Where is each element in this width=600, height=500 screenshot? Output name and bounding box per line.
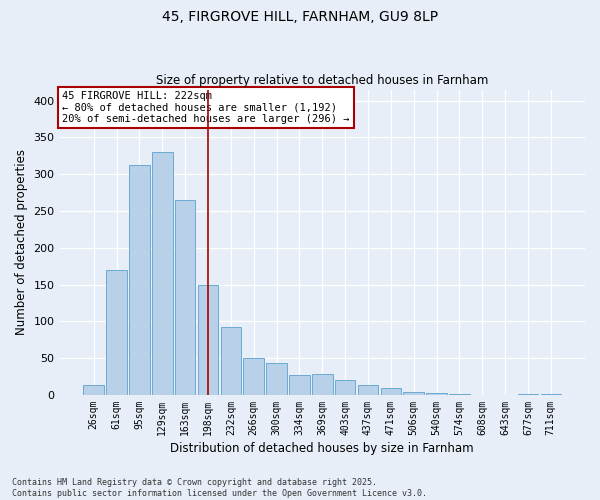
X-axis label: Distribution of detached houses by size in Farnham: Distribution of detached houses by size … [170,442,474,455]
Bar [198,284,218,395]
Bar [426,392,447,395]
Bar [541,394,561,395]
Bar [266,362,287,395]
Bar [335,380,355,395]
Bar [518,394,538,395]
Text: 45, FIRGROVE HILL, FARNHAM, GU9 8LP: 45, FIRGROVE HILL, FARNHAM, GU9 8LP [162,10,438,24]
Text: Contains HM Land Registry data © Crown copyright and database right 2025.
Contai: Contains HM Land Registry data © Crown c… [12,478,427,498]
Bar [152,152,173,395]
Bar [244,358,264,395]
Bar [449,394,470,395]
Bar [83,386,104,395]
Bar [106,270,127,395]
Bar [312,374,332,395]
Title: Size of property relative to detached houses in Farnham: Size of property relative to detached ho… [156,74,488,87]
Bar [175,200,196,395]
Bar [358,386,378,395]
Y-axis label: Number of detached properties: Number of detached properties [15,149,28,335]
Bar [221,326,241,395]
Bar [380,388,401,395]
Text: 45 FIRGROVE HILL: 222sqm
← 80% of detached houses are smaller (1,192)
20% of sem: 45 FIRGROVE HILL: 222sqm ← 80% of detach… [62,91,350,124]
Bar [129,166,150,395]
Bar [403,392,424,395]
Bar [289,375,310,395]
